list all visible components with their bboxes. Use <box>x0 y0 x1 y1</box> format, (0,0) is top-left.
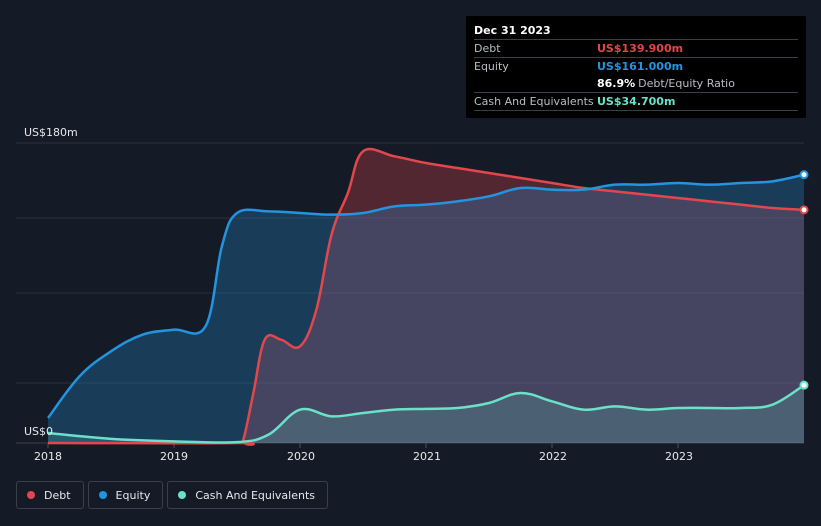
legend-item-debt[interactable]: Debt <box>16 481 84 509</box>
x-tick-label-2019: 2019 <box>160 450 188 463</box>
legend-item-cash[interactable]: Cash And Equivalents <box>167 481 328 509</box>
tooltip-debt-value: US$139.900m <box>597 42 684 55</box>
legend-debt-label: Debt <box>44 488 71 502</box>
series-areas <box>48 149 804 445</box>
x-tick-label-2020: 2020 <box>287 450 315 463</box>
debt-area <box>48 149 804 445</box>
data-tooltip: Dec 31 2023 Debt US$139.900m Equity US$1… <box>466 16 806 118</box>
series-end-markers <box>799 170 809 390</box>
equity-dot-icon <box>98 491 107 499</box>
tooltip-row-debt: Debt US$139.900m <box>474 39 798 57</box>
tooltip-ratio-value: 86.9% <box>597 77 636 90</box>
equity-end-marker <box>799 170 809 180</box>
x-tick-label-2018: 2018 <box>34 450 62 463</box>
equity-line <box>47 173 805 419</box>
tooltip-equity-value: US$161.000m <box>597 60 684 73</box>
y-axis-bottom-label: US$0 <box>24 425 54 438</box>
cash-end-marker <box>799 380 809 390</box>
cash-dot-icon <box>178 491 187 499</box>
tooltip-cash-value: US$34.700m <box>597 95 676 108</box>
tooltip-row-ratio: 86.9% Debt/Equity Ratio <box>474 75 798 92</box>
legend-cash-label: Cash And Equivalents <box>195 488 315 502</box>
tooltip-debt-label: Debt <box>474 42 501 55</box>
debt-end-marker <box>799 205 809 215</box>
x-tick-label-2022: 2022 <box>539 450 567 463</box>
debt-dot-icon <box>27 491 35 499</box>
legend-equity-label: Equity <box>115 488 151 502</box>
y-axis-top-label: US$180m <box>24 126 78 139</box>
x-tick-label-2023: 2023 <box>665 450 693 463</box>
tooltip-date: Dec 31 2023 <box>474 24 551 37</box>
x-tick-label-2021: 2021 <box>413 450 441 463</box>
legend-item-equity[interactable]: Equity <box>87 481 164 509</box>
tooltip-cash-label: Cash And Equivalents <box>474 95 594 108</box>
tooltip-row-equity: Equity US$161.000m <box>474 57 798 75</box>
chart-legend: Debt Equity Cash And Equivalents <box>16 481 328 509</box>
cash-area <box>48 385 804 443</box>
debt-line <box>47 147 805 446</box>
cash-line <box>47 384 805 444</box>
tooltip-equity-label: Equity <box>474 60 509 73</box>
tooltip-row-cash: Cash And Equivalents US$34.700m <box>474 92 798 111</box>
equity-area <box>48 174 804 443</box>
tooltip-ratio-text: Debt/Equity Ratio <box>638 77 735 90</box>
series-lines <box>47 147 805 446</box>
